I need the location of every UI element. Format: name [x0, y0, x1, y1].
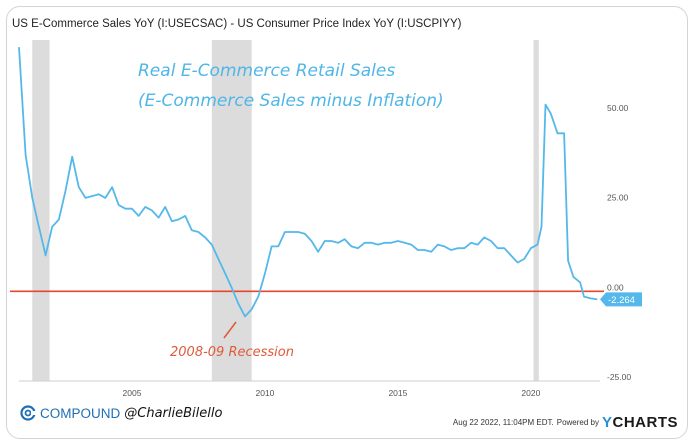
y-tick-label: -25.00	[607, 372, 631, 382]
ycharts-logo[interactable]: YCHARTS	[601, 414, 678, 431]
recession-band	[533, 40, 539, 381]
recession-pointer	[223, 321, 237, 339]
timestamp: Aug 22 2022, 11:04PM EDT.	[452, 418, 554, 427]
brand-handle: @CharlieBilello	[124, 405, 223, 421]
x-tick-label: 2005	[123, 388, 142, 398]
last-value-label: -2.264	[608, 295, 635, 306]
last-value-badge-shape	[600, 292, 642, 307]
annotation-ecommerce-minus-inflation: (E-Commerce Sales minus Inflation)	[138, 91, 444, 111]
last-value-badge[interactable]: -2.264	[600, 292, 642, 307]
series-line[interactable]	[18, 47, 598, 318]
annotation-recession: 2008-09 Recession	[170, 345, 294, 360]
recession-band	[211, 40, 252, 381]
x-axis: 2005 2010 2015 2020	[123, 388, 541, 398]
recession-bands	[32, 40, 539, 381]
y-tick-label: 25.00	[607, 193, 629, 203]
brand-name: COMPOUND	[40, 405, 121, 421]
chart-title: US E-Commerce Sales YoY (I:USECSAC) - US…	[12, 18, 462, 30]
annotation-real-ecommerce: Real E-Commerce Retail Sales	[138, 61, 395, 81]
compound-logo-icon	[20, 405, 36, 421]
x-tick-label: 2010	[256, 388, 275, 398]
y-axis: 50.00 25.00 0.00 -25.00	[607, 103, 631, 382]
recession-band	[32, 40, 50, 381]
y-tick-label: 50.00	[607, 103, 629, 113]
x-tick-label: 2015	[388, 388, 407, 398]
chart-card	[6, 6, 688, 439]
footer-attribution: Aug 22 2022, 11:04PM EDT. Powered by YCH…	[453, 414, 678, 431]
x-tick-label: 2020	[521, 388, 540, 398]
y-tick-label: 0.00	[607, 282, 624, 292]
brand[interactable]: COMPOUND @CharlieBilello	[20, 405, 222, 421]
powered-by: Powered by	[556, 418, 599, 427]
